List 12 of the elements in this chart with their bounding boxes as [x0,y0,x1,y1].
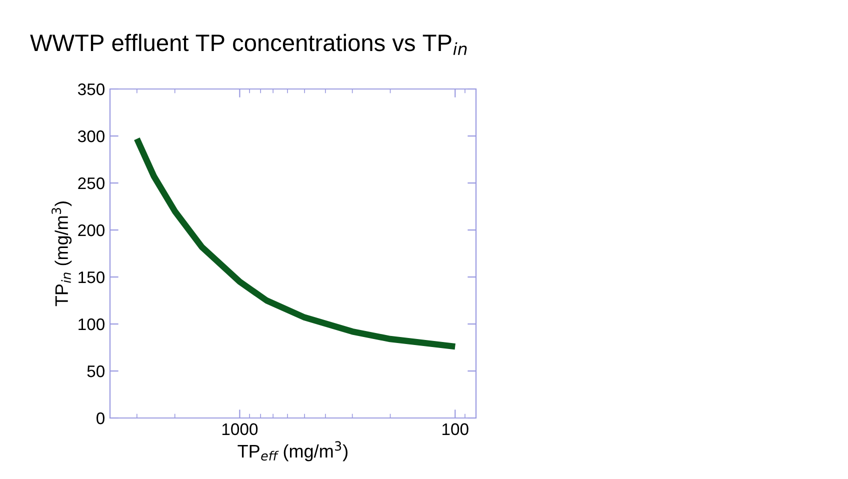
y-tick-label: 50 [87,365,104,378]
y-tick-label: 300 [78,130,104,142]
y-tick-label: 0 [96,412,104,424]
y-tick-label: 250 [78,177,104,190]
y-axis-title: TP$_{in}$ (mg/m$^{3}$) [52,202,72,306]
y-tick-label: 350 [78,83,104,96]
chart-title: WWTP effluent TP concentrations vs TP$_{in}$ [30,34,467,55]
y-tick-label: 200 [78,224,104,236]
y-tick-label: 100 [78,318,104,330]
y-tick-label: 150 [78,271,104,284]
x-axis-title: TP$_{eff}$ (mg/m$^{3}$) [238,441,348,462]
x-tick-label: 1000 [222,423,258,436]
